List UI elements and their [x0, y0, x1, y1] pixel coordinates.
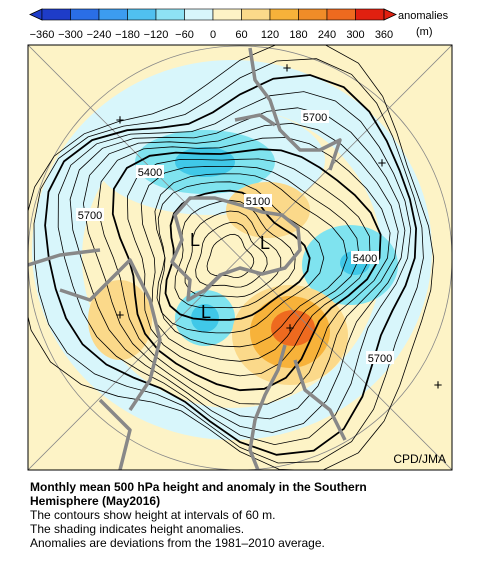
caption-title: Monthly mean 500 hPa height and anomaly …: [30, 480, 367, 508]
colorbar-label: anomalies: [398, 10, 449, 22]
contour-label-bg: [136, 165, 164, 178]
contour-label: 5700: [368, 353, 392, 365]
contour-label-bg: [76, 208, 104, 221]
colorbar-tick-label: −120: [144, 29, 169, 41]
contour: [206, 233, 255, 279]
colorbar-segment: [241, 8, 271, 21]
colorbar-tick-label: −60: [175, 29, 194, 41]
colorbar-tick-label: 120: [261, 29, 279, 41]
contour: [184, 210, 282, 298]
contour-label: 5400: [353, 253, 377, 265]
colorbar-segment: [127, 8, 157, 21]
colorbar-tick-label: −240: [87, 29, 112, 41]
contour: [111, 148, 382, 392]
contour: [82, 122, 399, 420]
grid-marker: +: [116, 112, 125, 129]
coastlines: [28, 47, 347, 470]
colorbar-tick-label: 360: [375, 29, 393, 41]
colorbar-segment: [41, 8, 71, 21]
contour-label: 5100: [246, 196, 270, 208]
grid-marker: +: [434, 377, 443, 394]
colorbar-tick-label: −180: [115, 29, 140, 41]
map-figure: −360 −300 −240 −180 −120 −60 0 60 120 180 240 300 36…: [27, 8, 453, 471]
contour-label-bg: [351, 251, 379, 264]
colorbar-segment: [155, 8, 185, 21]
colorbar-tick-label: 180: [289, 29, 307, 41]
grid-marker: +: [286, 320, 295, 337]
caption-line: The shading indicates height anomalies.: [30, 522, 245, 536]
contour-label: 5700: [78, 210, 102, 222]
colorbar-segment: [298, 8, 328, 21]
contour: [174, 199, 296, 309]
contour: [126, 158, 371, 377]
colorbar-segment: [98, 8, 128, 21]
caption-title-line: Monthly mean 500 hPa height and anomaly …: [30, 480, 367, 494]
colorbar-segment: [184, 8, 214, 21]
low-marker: L: [190, 230, 200, 250]
colorbar-tick-label: 240: [318, 29, 336, 41]
low-marker: L: [201, 302, 211, 322]
colorbar-tick-label: 60: [235, 29, 247, 41]
colorbar-segment: [269, 8, 299, 21]
colorbar-tick-label: −360: [30, 29, 55, 41]
contour: [57, 91, 412, 446]
colorbar-segment: [212, 8, 242, 21]
caption-body: The contours show height at intervals of…: [30, 508, 325, 550]
colorbar-tick-label: −300: [58, 29, 83, 41]
contour-label: 5700: [303, 112, 327, 124]
contour-label-bg: [366, 351, 394, 364]
contour: [97, 137, 391, 405]
map: 5700 5400 5100 5700 5400 5700 L L L + + + + + + CPD/JMA: [28, 45, 452, 470]
grid-marker: +: [116, 307, 125, 324]
caption-title-line: Hemisphere (May2016): [30, 494, 161, 508]
colorbar-tick-label: 300: [346, 29, 364, 41]
caption-line: The contours show height at intervals of…: [30, 508, 276, 522]
contour-label-bg: [301, 110, 329, 123]
contour: [154, 173, 348, 348]
colorbar-segment: [355, 8, 385, 21]
colorbar-unit: (m): [416, 26, 433, 38]
contour-label: 5400: [138, 167, 162, 179]
colorbar-segment: [70, 8, 100, 21]
contour: [195, 222, 268, 288]
contour: [33, 58, 424, 464]
contour: [140, 166, 360, 362]
colorbar-end: [29, 8, 43, 21]
colorbar-end: [383, 8, 397, 21]
low-marker: L: [260, 233, 270, 253]
grid-marker: +: [378, 155, 387, 172]
caption-line: Anomalies are deviations from the 1981–2…: [30, 536, 325, 550]
colorbar-segment: [326, 8, 356, 21]
contour: [28, 45, 435, 470]
colorbar-tick-label: 0: [210, 29, 216, 41]
colorbar: −360 −300 −240 −180 −120 −60 0 60 120 180 240 300 36…: [29, 8, 397, 41]
credit: CPD/JMA: [393, 452, 446, 466]
grid-marker: +: [283, 60, 292, 77]
contour-label-bg: [244, 194, 272, 207]
